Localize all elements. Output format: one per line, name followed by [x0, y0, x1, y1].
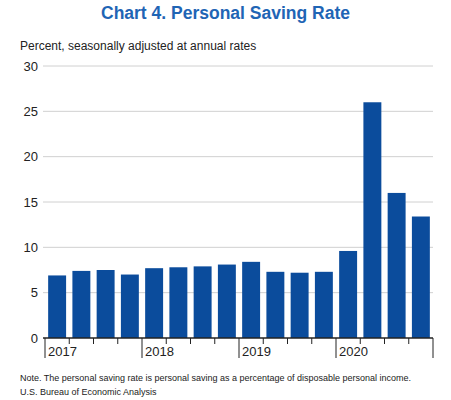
- y-tick-label: 5: [31, 285, 38, 300]
- x-tick: [336, 338, 337, 358]
- bar: [218, 265, 236, 338]
- x-tick-label: 2018: [145, 344, 174, 359]
- x-tick: [408, 338, 409, 344]
- x-tick: [69, 338, 70, 344]
- bar: [339, 251, 357, 338]
- y-tick-label: 0: [31, 331, 38, 346]
- x-tick: [93, 338, 94, 344]
- x-tick: [190, 338, 191, 344]
- note: Note. The personal saving rate is person…: [20, 373, 411, 383]
- y-tick-label: 20: [24, 149, 38, 164]
- y-tick-label: 25: [24, 104, 38, 119]
- x-tick: [433, 338, 434, 358]
- x-tick-label: 2019: [242, 344, 271, 359]
- x-tick: [214, 338, 215, 344]
- x-tick: [239, 338, 240, 358]
- x-tick-label: 2017: [48, 344, 77, 359]
- x-tick: [287, 338, 288, 344]
- bar: [266, 272, 284, 338]
- subtitle: Percent, seasonally adjusted at annual r…: [20, 39, 256, 53]
- source: U.S. Bureau of Economic Analysis: [20, 387, 157, 397]
- title: Chart 4. Personal Saving Rate: [101, 3, 350, 23]
- bar: [315, 272, 333, 338]
- bar: [291, 273, 309, 338]
- x-tick: [384, 338, 385, 344]
- x-tick: [142, 338, 143, 358]
- chart: Chart 4. Personal Saving Rate Percent, se…: [0, 0, 451, 400]
- bar: [121, 275, 139, 338]
- bar: [72, 271, 90, 338]
- x-tick: [360, 338, 361, 344]
- x-axis: [43, 337, 433, 338]
- bar: [363, 102, 381, 338]
- x-tick: [166, 338, 167, 344]
- x-tick: [263, 338, 264, 344]
- bars: [48, 102, 430, 338]
- y-tick-label: 10: [24, 240, 38, 255]
- x-tick: [311, 338, 312, 344]
- y-tick-label: 15: [24, 195, 38, 210]
- bar: [412, 217, 430, 338]
- bar: [194, 266, 212, 338]
- bar: [97, 270, 115, 338]
- bar: [169, 267, 187, 338]
- bar: [145, 268, 163, 338]
- x-tick-label: 2020: [339, 344, 368, 359]
- bar: [48, 275, 66, 338]
- grid-line: [43, 66, 433, 67]
- x-tick: [117, 338, 118, 344]
- x-tick: [45, 338, 46, 358]
- bar: [388, 193, 406, 338]
- bar: [242, 262, 260, 338]
- y-tick-label: 30: [24, 59, 38, 74]
